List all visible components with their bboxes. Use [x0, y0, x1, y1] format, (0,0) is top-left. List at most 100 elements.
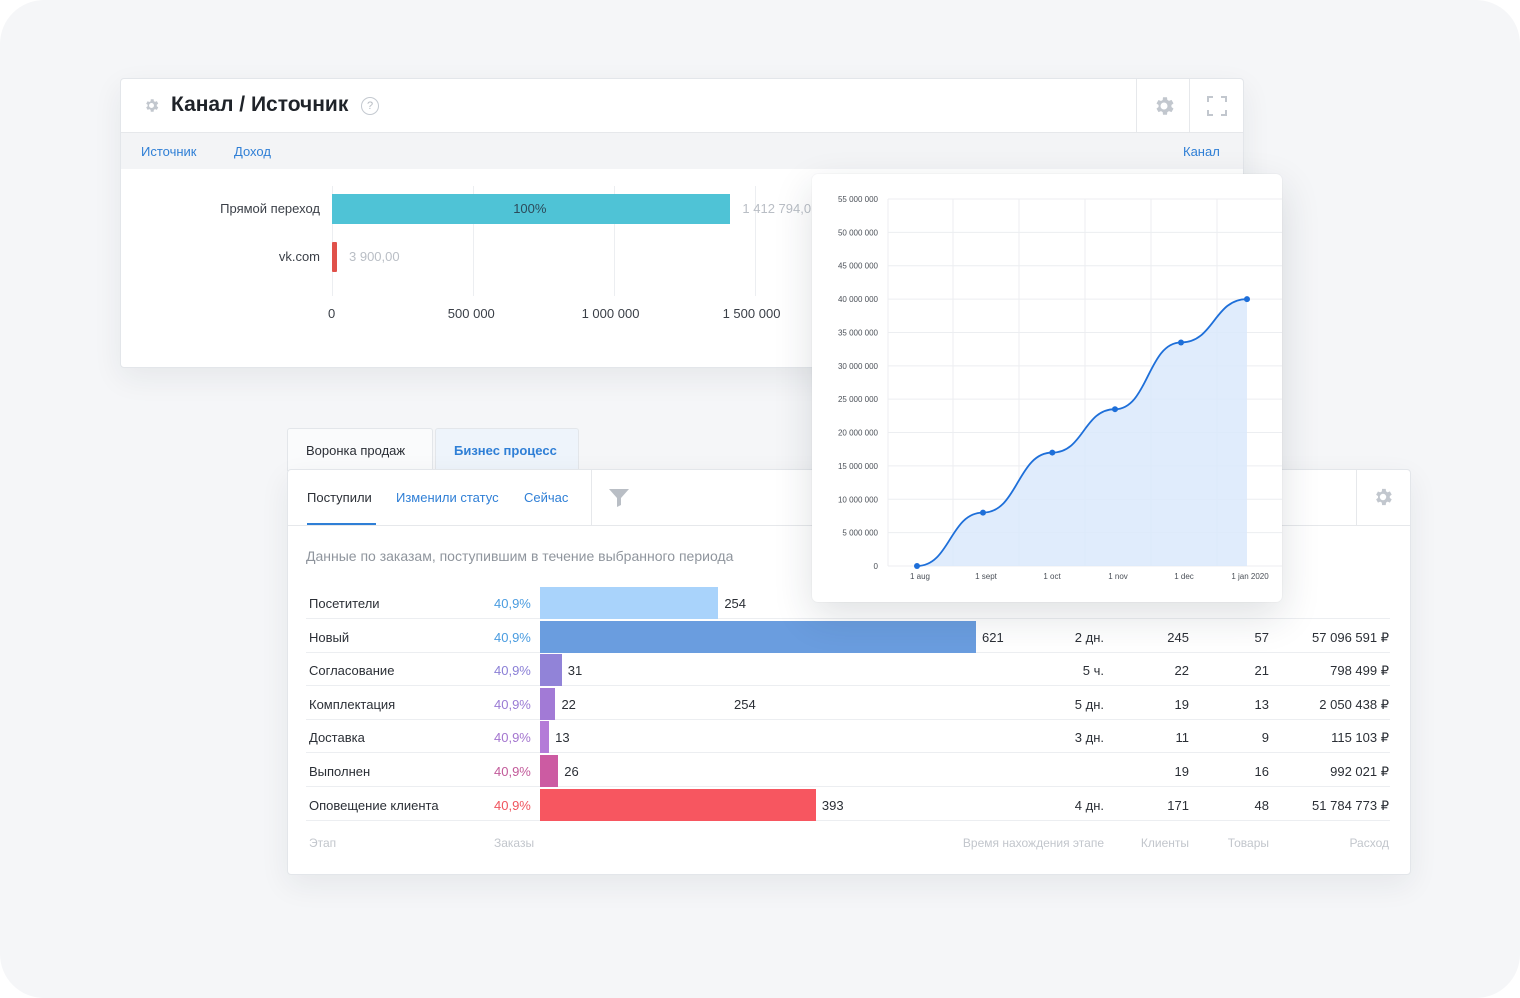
stage-name: Доставка — [309, 730, 365, 746]
settings-button[interactable] — [1136, 79, 1190, 132]
row-divider — [306, 685, 1390, 687]
x-tick-label: 1 aug — [910, 572, 930, 581]
fullscreen-button[interactable] — [1189, 79, 1243, 132]
gear-icon[interactable] — [143, 97, 160, 114]
bar[interactable] — [332, 194, 731, 224]
stage-name: Новый — [309, 629, 350, 645]
table-row[interactable]: Выполнен 40,9% 26 19 16 992 021 ₽ — [288, 754, 1410, 787]
panel-header: Канал / Источник ? — [121, 79, 1243, 133]
bar-value: 1 412 794,0 — [742, 201, 812, 216]
tab-sales-funnel[interactable]: Воронка продаж — [287, 428, 433, 471]
horizontal-bar-chart: Прямой переход 100% 1 412 794,0 vk.com 3 900… — [121, 171, 821, 331]
fullscreen-icon — [1207, 96, 1227, 116]
y-tick-label: 0 — [874, 562, 879, 571]
subtab-now[interactable]: Сейчас — [524, 490, 569, 505]
funnel-bar[interactable] — [540, 654, 562, 687]
funnel-bar[interactable] — [540, 788, 816, 821]
funnel-bar[interactable] — [540, 721, 550, 754]
data-point — [1049, 449, 1056, 456]
subtab-status-changed[interactable]: Изменили статус — [396, 490, 499, 505]
stage-percent: 40,9% — [494, 696, 531, 712]
funnel-bar[interactable] — [540, 587, 719, 619]
data-point — [914, 563, 920, 569]
stage-percent: 40,9% — [494, 730, 531, 746]
y-tick-label: 50 000 000 — [838, 228, 879, 237]
gear-icon[interactable] — [1372, 486, 1394, 508]
table-row[interactable]: Комплектация 40,9% 22 254 5 дн. 19 13 2 050 438… — [288, 687, 1410, 720]
data-point — [1112, 406, 1118, 413]
clients-count: 171 — [1167, 797, 1189, 813]
stage-cost: 115 103 ₽ — [1331, 730, 1389, 746]
stage-cost: 51 784 773 ₽ — [1312, 797, 1389, 813]
table-row[interactable]: Новый 40,9% 621 2 дн. 245 57 57 096 591 ₽ — [288, 620, 1410, 653]
stage-time: 4 дн. — [1074, 797, 1104, 813]
y-tick-label: 5 000 000 — [842, 529, 878, 538]
funnel-bar[interactable] — [540, 620, 976, 653]
stage-name: Комплектация — [309, 696, 396, 712]
active-tab-indicator — [307, 523, 376, 525]
stage-name: Согласование — [309, 663, 395, 679]
axis-tick-label: 0 — [328, 306, 336, 321]
axis-tick-label: 1 500 000 — [722, 306, 781, 321]
stage-cost: 992 021 ₽ — [1330, 764, 1389, 779]
bar[interactable] — [332, 242, 337, 272]
row-divider — [306, 786, 1390, 787]
stage-cost: 2 050 438 ₽ — [1319, 696, 1389, 712]
tab-channel[interactable]: Канал — [1183, 144, 1220, 159]
goods-count: 48 — [1254, 797, 1269, 813]
orders-count: 26 — [564, 764, 579, 779]
y-tick-label: 40 000 000 — [838, 295, 879, 304]
grid-line — [473, 186, 474, 296]
stage-name: Оповещение клиента — [309, 797, 439, 813]
grid-line — [614, 186, 615, 296]
x-tick-label: 1 jan 2020 — [1231, 572, 1269, 581]
clients-count: 11 — [1175, 730, 1190, 746]
stage-name: Посетители — [309, 596, 380, 611]
clients-count: 22 — [1174, 663, 1189, 679]
divider — [1356, 470, 1357, 525]
column-header-time: Время нахождения этапе — [962, 836, 1104, 850]
goods-count: 9 — [1261, 730, 1269, 746]
stage-percent: 40,9% — [494, 663, 531, 679]
subtab-received[interactable]: Поступили — [307, 490, 372, 505]
table-row[interactable]: Оповещение клиента 40,9% 393 4 дн. 171 48 51 7… — [288, 788, 1410, 821]
row-divider — [306, 752, 1390, 754]
tab-income[interactable]: Доход — [234, 144, 271, 159]
column-header-stage: Этап — [309, 836, 337, 850]
tab-business-process[interactable]: Бизнес процесс — [435, 428, 579, 471]
goods-count: 13 — [1254, 696, 1269, 712]
stage-time: 5 дн. — [1074, 696, 1104, 712]
table-row[interactable]: Посетители 40,9% 254 — [288, 586, 1410, 619]
y-tick-label: 35 000 000 — [838, 328, 879, 337]
help-icon[interactable]: ? — [361, 97, 379, 115]
stage-cost: 798 499 ₽ — [1330, 663, 1389, 679]
divider — [591, 470, 592, 525]
tab-source[interactable]: Источник — [141, 144, 197, 159]
x-tick-label: 1 sept — [975, 572, 998, 581]
y-tick-label: 55 000 000 — [838, 195, 879, 204]
orders-count: 22 — [561, 696, 576, 712]
filter-icon[interactable] — [608, 488, 630, 508]
orders-count: 31 — [567, 663, 583, 679]
x-tick-label: 1 oct — [1043, 572, 1061, 581]
stage-percent: 40,9% — [494, 629, 531, 645]
panel-tabs: Источник Доход Канал — [121, 133, 1243, 169]
y-tick-label: 45 000 000 — [838, 262, 879, 271]
table-row[interactable]: Доставка 40,9% 13 3 дн. 11 9 115 103 ₽ — [288, 720, 1410, 754]
stage-time: 5 ч. — [1082, 663, 1104, 679]
funnel-bar[interactable] — [540, 687, 556, 720]
bar-label: Прямой переход — [220, 201, 320, 216]
data-point — [1178, 339, 1184, 346]
series-line — [916, 298, 1248, 567]
orders-count: 254 — [724, 596, 747, 611]
funnel-bar[interactable] — [540, 755, 559, 787]
bar-value: 3 900,00 — [349, 249, 400, 264]
orders-count: 393 — [821, 797, 844, 813]
axis-tick-label: 500 000 — [447, 306, 495, 321]
table-row[interactable]: Согласование 40,9% 31 5 ч. 22 21 798 499 ₽ — [288, 653, 1410, 687]
stage-percent: 40,9% — [494, 596, 531, 611]
goods-count: 21 — [1254, 663, 1269, 679]
line-chart-card: 0 5 000 000 10 000 000 15 000 000 20 000 000… — [812, 174, 1282, 602]
funnel-description: Данные по заказам, поступившим в течение… — [306, 548, 734, 564]
